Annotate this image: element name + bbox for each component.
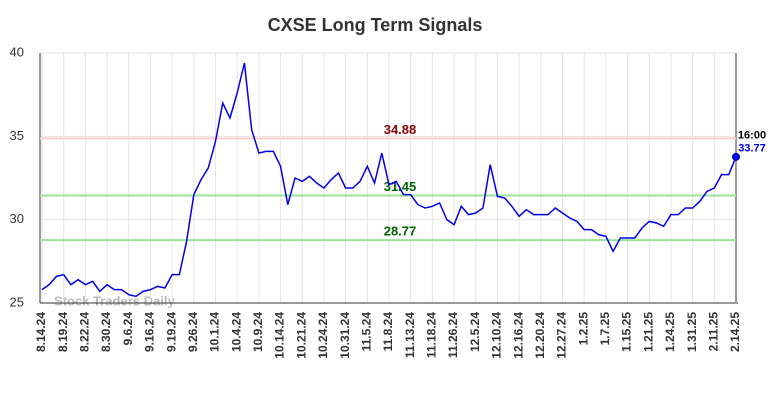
x-tick-label: 1.7.25 [598,312,612,346]
x-tick-label: 8.19.24 [56,312,70,352]
x-tick-label: 12.10.24 [490,312,504,359]
x-tick-label: 8.14.24 [34,312,48,352]
x-tick-label: 1.31.25 [685,312,699,352]
x-tick-label: 11.18.24 [425,312,439,358]
x-tick-label: 9.6.24 [121,312,135,346]
x-tick-label: 11.5.24 [359,312,373,352]
x-tick-label: 12.27.24 [555,312,569,359]
last-time: 16:00 [738,130,766,142]
y-tick-label: 25 [10,294,24,309]
x-tick-label: 10.4.24 [229,312,243,352]
x-tick-label: 9.19.24 [164,312,178,352]
x-tick-label: 10.31.24 [338,312,352,359]
y-tick-label: 30 [10,211,24,226]
y-tick-label: 40 [10,44,24,59]
signal-label: 28.77 [384,224,417,239]
price-line [41,62,737,298]
chart-title: CXSE Long Term Signals [268,15,483,35]
x-tick-label: 10.14.24 [273,312,287,359]
x-tick-label: 1.21.25 [641,312,655,352]
x-tick-label: 1.15.25 [620,312,634,352]
x-tick-label: 12.5.24 [468,312,482,352]
x-tick-label: 1.2.25 [576,312,590,346]
x-tick-label: 9.16.24 [143,312,157,352]
x-tick-label: 8.30.24 [99,312,113,352]
x-tick-label: 10.1.24 [208,312,222,352]
x-tick-label: 11.8.24 [381,312,395,352]
x-tick-label: 10.21.24 [294,312,308,359]
x-tick-label: 2.11.25 [706,312,720,352]
x-tick-label: 12.16.24 [511,312,525,359]
x-tick-label: 12.20.24 [533,312,547,359]
y-tick-label: 35 [10,128,24,143]
signal-label: 34.88 [384,122,417,137]
last-point [732,152,740,161]
x-tick-label: 11.13.24 [403,312,417,358]
x-tick-label: 11.26.24 [446,312,460,358]
x-tick-label: 9.26.24 [186,312,200,352]
last-value: 33.77 [738,143,766,155]
watermark: Stock Traders Daily [54,293,175,308]
x-tick-label: 8.22.24 [78,312,92,352]
x-tick-label: 10.24.24 [316,312,330,359]
x-tick-label: 10.9.24 [251,312,265,352]
x-tick-label: 2.14.25 [728,312,742,352]
x-tick-label: 1.24.25 [663,312,677,352]
